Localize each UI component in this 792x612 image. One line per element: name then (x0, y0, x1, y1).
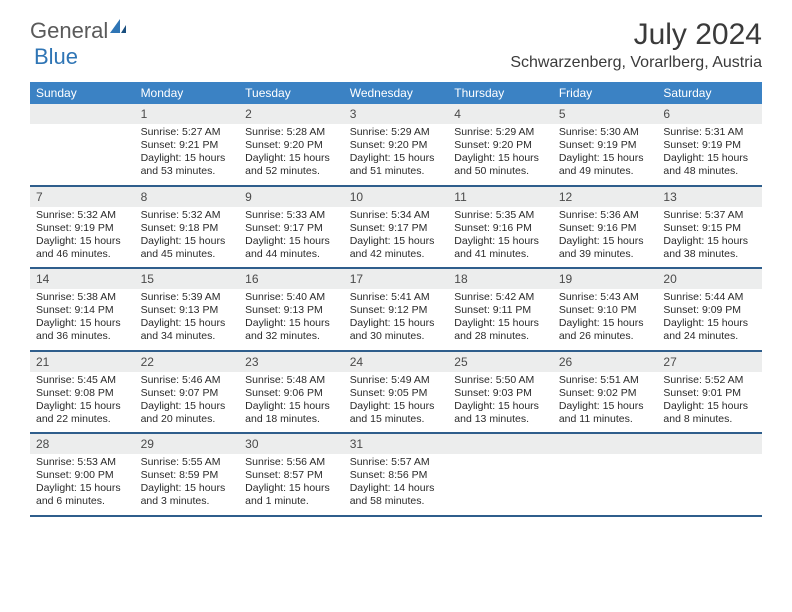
day-number: 1 (135, 104, 240, 124)
day-info: Sunrise: 5:34 AM Sunset: 9:17 PM Dayligh… (344, 207, 449, 268)
day-info: Sunrise: 5:29 AM Sunset: 9:20 PM Dayligh… (448, 124, 553, 185)
day-info: Sunrise: 5:29 AM Sunset: 9:20 PM Dayligh… (344, 124, 449, 185)
day-number: 23 (239, 352, 344, 372)
day-info: Sunrise: 5:28 AM Sunset: 9:20 PM Dayligh… (239, 124, 344, 185)
day-number: 20 (657, 269, 762, 289)
day-info: Sunrise: 5:50 AM Sunset: 9:03 PM Dayligh… (448, 372, 553, 433)
day-number: 21 (30, 352, 135, 372)
day-number: 19 (553, 269, 658, 289)
week-row: Sunrise: 5:38 AM Sunset: 9:14 PM Dayligh… (30, 289, 762, 352)
day-info: Sunrise: 5:49 AM Sunset: 9:05 PM Dayligh… (344, 372, 449, 433)
day-number (448, 434, 553, 454)
day-number: 3 (344, 104, 449, 124)
day-number: 9 (239, 187, 344, 207)
week-row: Sunrise: 5:27 AM Sunset: 9:21 PM Dayligh… (30, 124, 762, 187)
logo-sail-icon (108, 17, 128, 42)
day-number: 25 (448, 352, 553, 372)
weekday-sun: Sunday (30, 82, 135, 104)
day-info: Sunrise: 5:57 AM Sunset: 8:56 PM Dayligh… (344, 454, 449, 515)
location: Schwarzenberg, Vorarlberg, Austria (510, 54, 762, 72)
day-info: Sunrise: 5:51 AM Sunset: 9:02 PM Dayligh… (553, 372, 658, 433)
day-info: Sunrise: 5:45 AM Sunset: 9:08 PM Dayligh… (30, 372, 135, 433)
day-info (553, 454, 658, 515)
day-info: Sunrise: 5:36 AM Sunset: 9:16 PM Dayligh… (553, 207, 658, 268)
weekday-sat: Saturday (657, 82, 762, 104)
day-info: Sunrise: 5:32 AM Sunset: 9:18 PM Dayligh… (135, 207, 240, 268)
weekday-fri: Friday (553, 82, 658, 104)
day-number-row: 78910111213 (30, 187, 762, 207)
day-info: Sunrise: 5:37 AM Sunset: 9:15 PM Dayligh… (657, 207, 762, 268)
day-info: Sunrise: 5:32 AM Sunset: 9:19 PM Dayligh… (30, 207, 135, 268)
day-number: 30 (239, 434, 344, 454)
weekday-thu: Thursday (448, 82, 553, 104)
day-number: 17 (344, 269, 449, 289)
day-number: 12 (553, 187, 658, 207)
day-number: 11 (448, 187, 553, 207)
logo-blue-text: Blue (34, 44, 78, 70)
title-block: July 2024 Schwarzenberg, Vorarlberg, Aus… (510, 18, 762, 72)
day-number: 27 (657, 352, 762, 372)
day-info: Sunrise: 5:31 AM Sunset: 9:19 PM Dayligh… (657, 124, 762, 185)
day-number: 24 (344, 352, 449, 372)
day-number-row: 21222324252627 (30, 352, 762, 372)
calendar: Sunday Monday Tuesday Wednesday Thursday… (30, 82, 762, 517)
week-row: Sunrise: 5:45 AM Sunset: 9:08 PM Dayligh… (30, 372, 762, 435)
day-info: Sunrise: 5:44 AM Sunset: 9:09 PM Dayligh… (657, 289, 762, 350)
week-row: Sunrise: 5:53 AM Sunset: 9:00 PM Dayligh… (30, 454, 762, 517)
day-info: Sunrise: 5:42 AM Sunset: 9:11 PM Dayligh… (448, 289, 553, 350)
day-number: 15 (135, 269, 240, 289)
day-info: Sunrise: 5:27 AM Sunset: 9:21 PM Dayligh… (135, 124, 240, 185)
day-info (657, 454, 762, 515)
weekday-mon: Monday (135, 82, 240, 104)
day-number: 10 (344, 187, 449, 207)
day-info: Sunrise: 5:46 AM Sunset: 9:07 PM Dayligh… (135, 372, 240, 433)
day-info: Sunrise: 5:55 AM Sunset: 8:59 PM Dayligh… (135, 454, 240, 515)
day-number: 8 (135, 187, 240, 207)
logo-text-general: General (30, 18, 108, 44)
day-number-row: 14151617181920 (30, 269, 762, 289)
day-number (553, 434, 658, 454)
day-info: Sunrise: 5:56 AM Sunset: 8:57 PM Dayligh… (239, 454, 344, 515)
day-number: 16 (239, 269, 344, 289)
day-number: 18 (448, 269, 553, 289)
day-info: Sunrise: 5:53 AM Sunset: 9:00 PM Dayligh… (30, 454, 135, 515)
day-info: Sunrise: 5:35 AM Sunset: 9:16 PM Dayligh… (448, 207, 553, 268)
day-number: 2 (239, 104, 344, 124)
day-number (30, 104, 135, 124)
weekday-header: Sunday Monday Tuesday Wednesday Thursday… (30, 82, 762, 104)
weekday-wed: Wednesday (344, 82, 449, 104)
day-info: Sunrise: 5:33 AM Sunset: 9:17 PM Dayligh… (239, 207, 344, 268)
day-info: Sunrise: 5:43 AM Sunset: 9:10 PM Dayligh… (553, 289, 658, 350)
day-number: 13 (657, 187, 762, 207)
day-info: Sunrise: 5:30 AM Sunset: 9:19 PM Dayligh… (553, 124, 658, 185)
day-info: Sunrise: 5:48 AM Sunset: 9:06 PM Dayligh… (239, 372, 344, 433)
day-number: 31 (344, 434, 449, 454)
weekday-tue: Tuesday (239, 82, 344, 104)
day-info: Sunrise: 5:40 AM Sunset: 9:13 PM Dayligh… (239, 289, 344, 350)
header: General July 2024 Schwarzenberg, Vorarlb… (0, 0, 792, 76)
day-number: 29 (135, 434, 240, 454)
day-number: 4 (448, 104, 553, 124)
day-info: Sunrise: 5:39 AM Sunset: 9:13 PM Dayligh… (135, 289, 240, 350)
day-number (657, 434, 762, 454)
day-number-row: 123456 (30, 104, 762, 124)
day-number-row: 28293031 (30, 434, 762, 454)
day-number: 7 (30, 187, 135, 207)
day-info: Sunrise: 5:41 AM Sunset: 9:12 PM Dayligh… (344, 289, 449, 350)
logo: General (30, 18, 130, 44)
day-number: 6 (657, 104, 762, 124)
day-number: 14 (30, 269, 135, 289)
day-info: Sunrise: 5:38 AM Sunset: 9:14 PM Dayligh… (30, 289, 135, 350)
day-info (30, 124, 135, 185)
day-info (448, 454, 553, 515)
month-title: July 2024 (510, 18, 762, 52)
day-number: 22 (135, 352, 240, 372)
day-number: 28 (30, 434, 135, 454)
day-number: 5 (553, 104, 658, 124)
day-info: Sunrise: 5:52 AM Sunset: 9:01 PM Dayligh… (657, 372, 762, 433)
week-row: Sunrise: 5:32 AM Sunset: 9:19 PM Dayligh… (30, 207, 762, 270)
day-number: 26 (553, 352, 658, 372)
